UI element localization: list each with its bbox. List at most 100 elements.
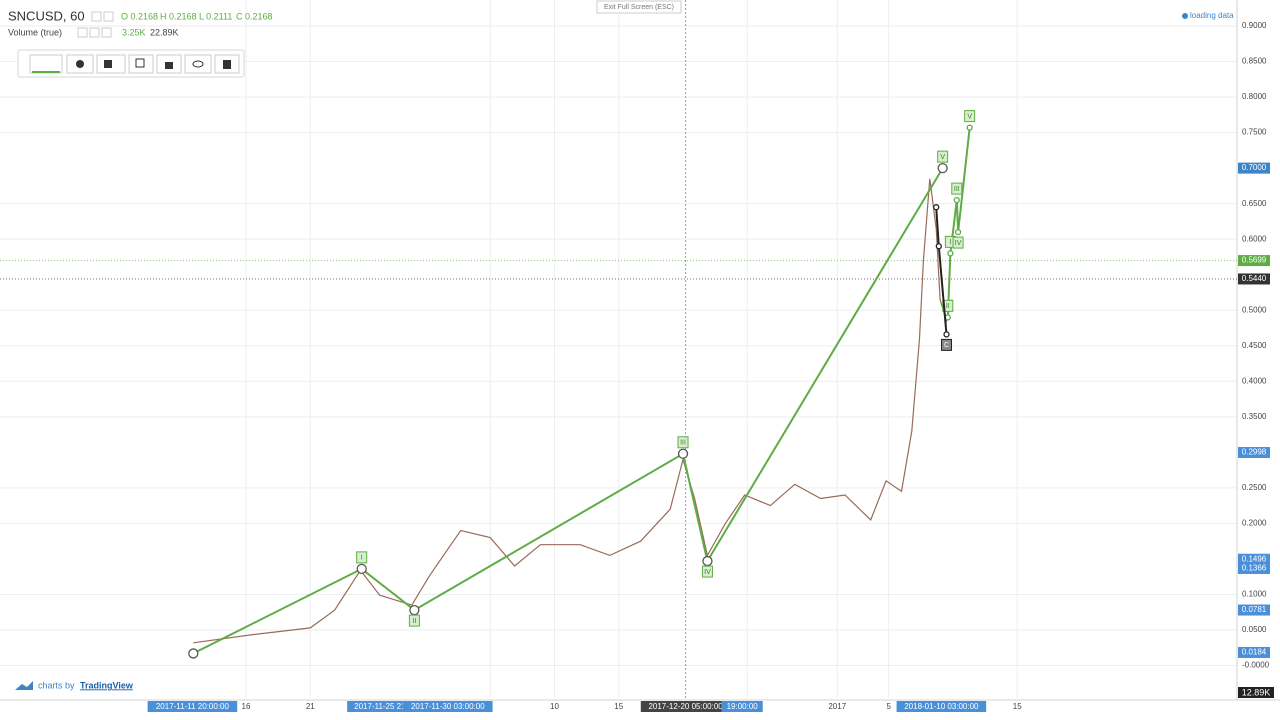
time-marker-label: 2017-12-20 05:00:00 [648, 702, 723, 711]
exit-fullscreen[interactable]: Exit Full Screen (ESC) [604, 4, 674, 11]
time-marker-bg [403, 701, 493, 712]
wave-label-bg [952, 236, 964, 249]
wave-label-bg [942, 299, 954, 312]
loading-dot [1182, 13, 1188, 19]
pen-button[interactable] [29, 54, 63, 74]
wave-point [677, 448, 689, 459]
brand-link[interactable]: TradingView [80, 680, 134, 690]
wave-label: III [954, 186, 960, 193]
order-icon [104, 60, 112, 68]
x-tick-label: 2017 [828, 702, 846, 711]
icon[interactable] [101, 27, 112, 38]
grid [0, 0, 1237, 698]
volume-value: 3.25K [122, 27, 146, 37]
wave-point [937, 162, 948, 174]
symbol: SNCUSD, 60 [8, 8, 85, 23]
y-tick-label: 0.4500 [1242, 341, 1267, 350]
wave-label-bg [701, 565, 713, 578]
wave-label: I [949, 239, 951, 246]
wave-label-bg [356, 551, 368, 564]
time-marker-bg [640, 701, 731, 712]
time-marker-label: 2017-11-25 21: [354, 702, 408, 711]
time-marker-bg [347, 701, 415, 712]
price-marker-label: 0.5440 [1242, 274, 1267, 283]
visibility-button[interactable] [184, 54, 212, 74]
ohlc-high: H 0.2168 [160, 11, 197, 21]
time-marker-label: 2018-01-10 03:00:00 [904, 702, 979, 711]
wave-point [188, 648, 199, 659]
y-tick-label: 0.7500 [1242, 128, 1267, 137]
price-marker-label: 0.5699 [1242, 256, 1267, 265]
time-marker-bg [721, 701, 763, 712]
y-tick-label: 0.5000 [1242, 305, 1267, 314]
wave-label-bg [937, 150, 949, 163]
brand-prefix: charts by [38, 680, 75, 690]
wave-label: III [680, 440, 686, 447]
price-marker-label: 0.1496 [1242, 554, 1267, 563]
price-marker-bg [1238, 446, 1270, 458]
drawing-toolbar [17, 49, 245, 78]
clone-icon [135, 58, 145, 68]
wave-point [954, 228, 962, 236]
wave-point [356, 563, 367, 575]
price-marker-label: 0.0184 [1242, 648, 1267, 657]
icon[interactable] [77, 27, 88, 38]
x-tick-label: 21 [306, 702, 315, 711]
price-marker-label: 0.2998 [1242, 448, 1267, 457]
time-marker-label: 2017-11-30 03:00:00 [411, 702, 485, 711]
x-tick-label: 10 [550, 702, 559, 711]
wave-point [953, 196, 960, 204]
wave-label: V [940, 154, 945, 161]
wave-point [935, 243, 942, 250]
brand-logo [15, 681, 33, 690]
price-marker-bg [1238, 562, 1270, 574]
gear-icon [76, 60, 84, 68]
wave-label: II [946, 303, 950, 310]
trash-icon [223, 60, 231, 69]
price-marker-bg [1238, 604, 1270, 616]
wave-point [409, 604, 420, 616]
price-marker-label: 0.1366 [1242, 564, 1267, 573]
icon[interactable] [89, 27, 100, 38]
volume-title: Volume (true) [8, 27, 62, 37]
series-line [192, 167, 944, 655]
wave-label: IV [704, 569, 711, 576]
wave-label-bg [941, 338, 953, 351]
wave-label-bg [964, 110, 976, 123]
lock-icon [165, 62, 173, 69]
wave-label: IV [955, 240, 962, 247]
icon[interactable] [91, 11, 102, 22]
x-tick-label: 5 [886, 702, 891, 711]
volume-marker-bg [1238, 687, 1274, 698]
x-tick-label: 16 [242, 702, 251, 711]
wave-point [966, 124, 973, 131]
time-marker-label: 2017-11-11 20:00:00 [156, 702, 230, 711]
wave-label: V [967, 113, 972, 120]
wave-label: C [944, 342, 949, 349]
wave-point [933, 204, 940, 211]
time-marker-bg [896, 701, 987, 712]
wave-label-bg [677, 436, 689, 449]
x-tick-label: 15 [614, 702, 623, 711]
icon[interactable] [103, 11, 114, 22]
price-marker-bg [1238, 646, 1270, 658]
y-tick-label: 0.6500 [1242, 199, 1267, 208]
y-tick-label: 0.3500 [1242, 412, 1267, 421]
price-marker-label: 0.0781 [1242, 605, 1267, 614]
y-tick-label: 0.4000 [1242, 376, 1267, 385]
wave-label: I [361, 555, 363, 562]
price-marker-bg [1238, 273, 1270, 285]
y-tick-label: 0.8000 [1242, 92, 1267, 101]
time-marker-bg [147, 701, 238, 712]
x-tick-label: 15 [1013, 702, 1022, 711]
y-tick-label: 0.2000 [1242, 519, 1267, 528]
wave-point [943, 331, 950, 338]
ohlc-open: O 0.2168 [121, 11, 158, 21]
y-tick-label: 0.2500 [1242, 483, 1267, 492]
y-tick-label: 0.9000 [1242, 21, 1267, 30]
wave-label-bg [951, 182, 963, 195]
exit-fullscreen-button[interactable] [596, 0, 682, 14]
y-tick-label: 0.0500 [1242, 625, 1267, 634]
clone-button[interactable] [128, 54, 154, 74]
